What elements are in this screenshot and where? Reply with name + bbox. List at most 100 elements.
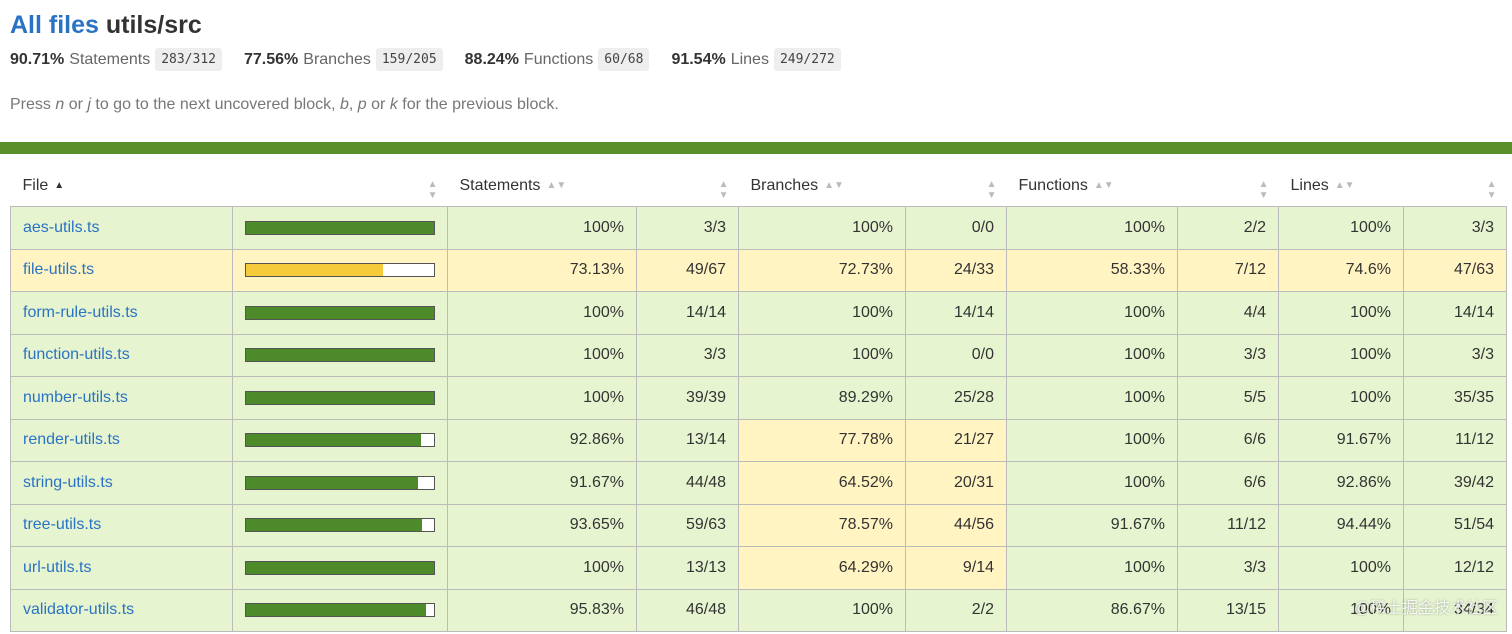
- summary-fraction: 283/312: [155, 48, 222, 71]
- file-link[interactable]: render-utils.ts: [23, 431, 120, 449]
- coverage-bar-fill: [246, 604, 427, 617]
- sort-icon: ▲▼: [546, 180, 567, 192]
- file-link[interactable]: string-utils.ts: [23, 473, 113, 491]
- summary-label: Functions: [523, 50, 594, 68]
- statements-pct: 100%: [447, 376, 637, 420]
- lines-frac: 34/34: [1403, 588, 1507, 632]
- branches-frac: 21/27: [905, 418, 1007, 462]
- file-link[interactable]: form-rule-utils.ts: [23, 303, 138, 321]
- file-cell: validator-utils.ts: [10, 588, 233, 632]
- sort-icon: ▲▼: [1258, 179, 1269, 201]
- status-bar: [0, 142, 1512, 154]
- file-cell: tree-utils.ts: [10, 503, 233, 547]
- col-file-bar[interactable]: ▲ ▼: [233, 166, 448, 207]
- summary-fraction: 159/205: [375, 48, 443, 71]
- hint-key: j: [87, 96, 91, 113]
- statements-pct: 95.83%: [447, 588, 637, 632]
- sort-icon: ▲▼: [718, 179, 729, 201]
- col-statements-frac[interactable]: ▲ ▼: [637, 166, 739, 207]
- branches-pct: 100%: [738, 333, 906, 377]
- branches-frac: 14/14: [905, 291, 1007, 335]
- file-link[interactable]: url-utils.ts: [23, 558, 92, 576]
- col-statements[interactable]: Statements ▲▼: [448, 166, 637, 207]
- coverage-bar-cell: [232, 588, 448, 632]
- statements-frac: 13/13: [636, 546, 739, 590]
- col-branches[interactable]: Branches ▲▼: [739, 166, 906, 207]
- col-lines[interactable]: Lines ▲▼: [1279, 166, 1404, 207]
- functions-frac: 2/2: [1177, 206, 1279, 250]
- file-link[interactable]: number-utils.ts: [23, 388, 128, 406]
- coverage-bar: [245, 433, 435, 448]
- functions-pct: 100%: [1006, 418, 1178, 462]
- branches-frac: 25/28: [905, 376, 1007, 420]
- summary-pct: 77.56%: [244, 50, 299, 68]
- lines-pct: 91.67%: [1278, 418, 1404, 462]
- hint-text: or: [366, 96, 390, 113]
- coverage-bar-fill: [246, 264, 384, 277]
- col-branches-label: Branches: [750, 177, 819, 194]
- statements-frac: 44/48: [636, 461, 739, 505]
- coverage-bar: [245, 475, 435, 490]
- col-functions[interactable]: Functions ▲▼: [1007, 166, 1178, 207]
- file-cell: aes-utils.ts: [10, 206, 233, 250]
- functions-pct: 100%: [1006, 546, 1178, 590]
- table-row: form-rule-utils.ts 100% 14/14 100% 14/14 100%…: [10, 291, 1507, 335]
- keyboard-hint: Press n or j to go to the next uncovered…: [10, 96, 559, 114]
- summary-functions: 88.24% Functions 60/68: [465, 48, 650, 71]
- coverage-bar-fill: [246, 349, 434, 362]
- col-functions-frac[interactable]: ▲ ▼: [1178, 166, 1279, 207]
- functions-frac: 4/4: [1177, 291, 1279, 335]
- coverage-bar-cell: [232, 418, 448, 462]
- summary-pct: 90.71%: [10, 50, 65, 68]
- file-cell: url-utils.ts: [10, 546, 233, 590]
- functions-frac: 7/12: [1177, 248, 1279, 292]
- hint-key: b: [339, 96, 349, 113]
- table-row: number-utils.ts 100% 39/39 89.29% 25/28 100% 5…: [10, 376, 1507, 420]
- all-files-link[interactable]: All files: [10, 11, 99, 39]
- file-link[interactable]: aes-utils.ts: [23, 218, 100, 236]
- statements-pct: 100%: [447, 291, 637, 335]
- coverage-bar-cell: [232, 503, 448, 547]
- coverage-bar-fill: [246, 221, 434, 234]
- coverage-table: File ▲ ▲ ▼ Statements ▲▼ ▲ ▼ Branches ▲▼ ▲ ▼ F…: [10, 166, 1507, 632]
- branches-frac: 44/56: [905, 503, 1007, 547]
- file-cell: render-utils.ts: [10, 418, 233, 462]
- page-title: All files utils/src: [10, 8, 1502, 42]
- col-functions-label: Functions: [1018, 177, 1088, 194]
- coverage-bar: [245, 518, 435, 533]
- coverage-bar: [245, 348, 435, 363]
- col-lines-frac[interactable]: ▲ ▼: [1404, 166, 1507, 207]
- coverage-bar: [245, 390, 435, 405]
- branches-pct: 89.29%: [738, 376, 906, 420]
- sort-asc-icon: ▲: [54, 180, 65, 192]
- col-branches-frac[interactable]: ▲ ▼: [906, 166, 1007, 207]
- statements-frac: 49/67: [636, 248, 739, 292]
- sort-icon: ▲▼: [986, 179, 997, 201]
- lines-pct: 100%: [1278, 206, 1404, 250]
- sort-icon: ▲▼: [427, 179, 438, 201]
- file-link[interactable]: function-utils.ts: [23, 346, 130, 364]
- functions-frac: 3/3: [1177, 546, 1279, 590]
- page-header: All files utils/src: [10, 8, 1502, 42]
- file-link[interactable]: file-utils.ts: [23, 261, 95, 279]
- summary-fraction: 249/272: [773, 48, 841, 71]
- col-file[interactable]: File ▲: [11, 166, 233, 207]
- functions-frac: 6/6: [1177, 461, 1279, 505]
- file-cell: function-utils.ts: [10, 333, 233, 377]
- functions-frac: 13/15: [1177, 588, 1279, 632]
- file-link[interactable]: validator-utils.ts: [23, 601, 135, 619]
- coverage-bar: [245, 603, 435, 618]
- lines-pct: 100%: [1278, 376, 1404, 420]
- col-statements-label: Statements: [459, 177, 541, 194]
- coverage-bar: [245, 305, 435, 320]
- functions-pct: 91.67%: [1006, 503, 1178, 547]
- file-cell: number-utils.ts: [10, 376, 233, 420]
- lines-pct: 100%: [1278, 546, 1404, 590]
- file-cell: file-utils.ts: [10, 248, 233, 292]
- lines-pct: 94.44%: [1278, 503, 1404, 547]
- lines-frac: 35/35: [1403, 376, 1507, 420]
- coverage-bar-cell: [232, 333, 448, 377]
- branches-pct: 100%: [738, 291, 906, 335]
- file-link[interactable]: tree-utils.ts: [23, 516, 102, 534]
- statements-frac: 3/3: [636, 333, 739, 377]
